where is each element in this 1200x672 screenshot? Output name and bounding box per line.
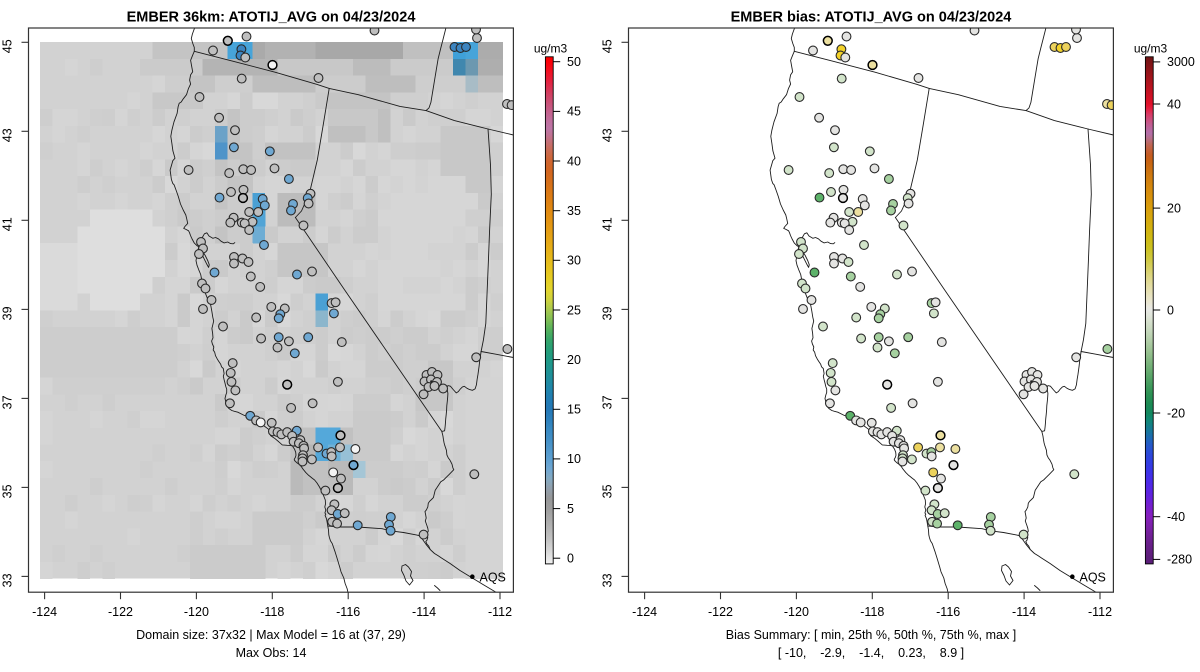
svg-text:-122: -122 bbox=[108, 605, 133, 619]
svg-text:-280: -280 bbox=[1167, 553, 1192, 567]
svg-text:AQS: AQS bbox=[480, 571, 506, 585]
svg-text:Domain size: 37x32 | Max Model: Domain size: 37x32 | Max Model = 16 at (… bbox=[136, 628, 406, 642]
svg-text:35: 35 bbox=[567, 204, 581, 218]
svg-text:40: 40 bbox=[1167, 97, 1181, 111]
svg-text:33: 33 bbox=[601, 573, 615, 587]
svg-text:15: 15 bbox=[567, 403, 581, 417]
svg-text:40: 40 bbox=[567, 154, 581, 168]
svg-text:30: 30 bbox=[567, 254, 581, 268]
svg-text:Bias Summary: [ min, 25th %, 5: Bias Summary: [ min, 25th %, 50th %, 75t… bbox=[726, 628, 1016, 642]
svg-text:33: 33 bbox=[1, 573, 15, 587]
svg-text:37: 37 bbox=[1, 395, 15, 409]
svg-text:45: 45 bbox=[601, 39, 615, 53]
svg-text:-118: -118 bbox=[860, 605, 884, 619]
svg-text:-118: -118 bbox=[260, 605, 284, 619]
svg-text:0: 0 bbox=[1167, 303, 1174, 317]
svg-text:41: 41 bbox=[601, 217, 615, 231]
svg-text:-116: -116 bbox=[336, 605, 360, 619]
svg-text:41: 41 bbox=[1, 217, 15, 231]
svg-text:43: 43 bbox=[601, 128, 615, 142]
svg-text:AQS: AQS bbox=[1080, 571, 1106, 585]
svg-text:10: 10 bbox=[567, 452, 581, 466]
svg-text:0: 0 bbox=[567, 552, 574, 566]
svg-text:ug/m3: ug/m3 bbox=[1134, 42, 1168, 56]
svg-text:EMBER bias: ATOTIJ_AVG on 04/2: EMBER bias: ATOTIJ_AVG on 04/23/2024 bbox=[731, 10, 1012, 26]
svg-text:Max Obs: 14: Max Obs: 14 bbox=[236, 646, 307, 660]
svg-text:-114: -114 bbox=[1012, 605, 1036, 619]
svg-text:35: 35 bbox=[601, 484, 615, 498]
svg-text:-124: -124 bbox=[32, 605, 57, 619]
svg-text:ug/m3: ug/m3 bbox=[534, 42, 568, 56]
svg-text:-124: -124 bbox=[632, 605, 657, 619]
svg-text:-20: -20 bbox=[1167, 406, 1185, 420]
svg-text:25: 25 bbox=[567, 303, 581, 317]
svg-text:5: 5 bbox=[567, 502, 574, 516]
svg-text:20: 20 bbox=[1167, 201, 1181, 215]
svg-text:-40: -40 bbox=[1167, 510, 1185, 524]
svg-text:-120: -120 bbox=[784, 605, 809, 619]
svg-text:37: 37 bbox=[601, 395, 615, 409]
svg-text:35: 35 bbox=[1, 484, 15, 498]
svg-text:EMBER 36km: ATOTIJ_AVG on 04/2: EMBER 36km: ATOTIJ_AVG on 04/23/2024 bbox=[127, 10, 416, 26]
svg-text:20: 20 bbox=[567, 353, 581, 367]
svg-text:-112: -112 bbox=[1088, 605, 1112, 619]
svg-text:[ -10, -2.9, -1.4, 0.: [ -10, -2.9, -1.4, 0.23, 8.9 ] bbox=[778, 646, 964, 660]
svg-text:-120: -120 bbox=[184, 605, 209, 619]
svg-text:-114: -114 bbox=[412, 605, 436, 619]
svg-text:-112: -112 bbox=[488, 605, 512, 619]
svg-text:-122: -122 bbox=[708, 605, 733, 619]
svg-text:50: 50 bbox=[567, 55, 581, 69]
svg-text:3000: 3000 bbox=[1167, 55, 1195, 69]
svg-text:-116: -116 bbox=[936, 605, 960, 619]
svg-text:45: 45 bbox=[567, 105, 581, 119]
svg-text:39: 39 bbox=[1, 306, 15, 320]
svg-text:39: 39 bbox=[601, 306, 615, 320]
svg-text:45: 45 bbox=[1, 39, 15, 53]
svg-text:43: 43 bbox=[1, 128, 15, 142]
